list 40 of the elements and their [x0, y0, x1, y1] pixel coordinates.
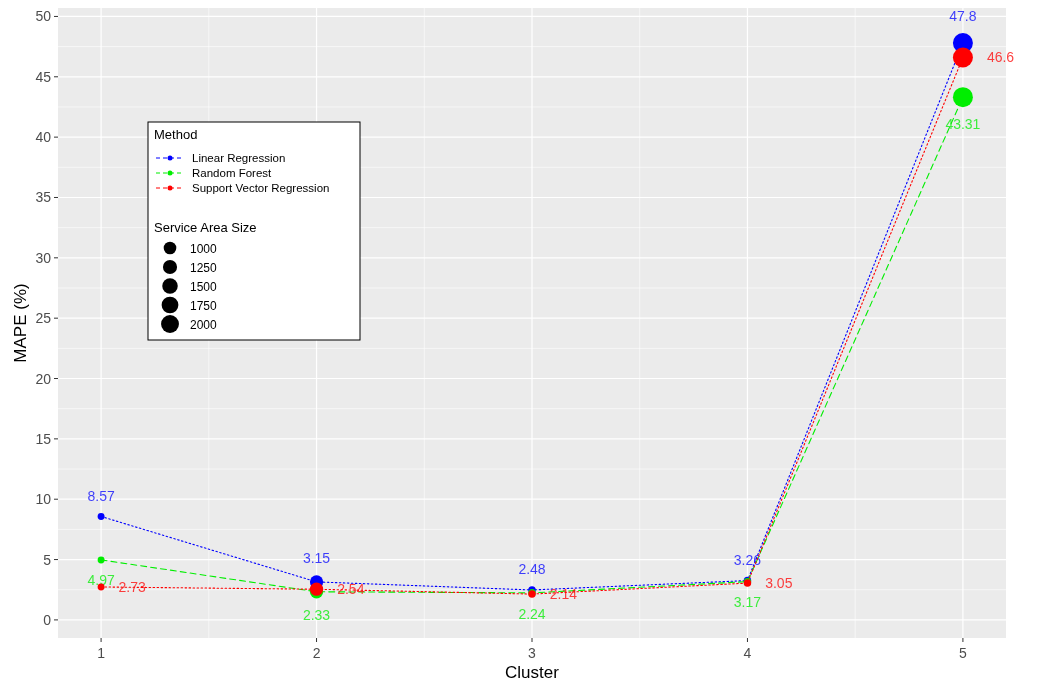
- y-tick-label: 25: [35, 310, 52, 327]
- data-label: 3.15: [302, 550, 331, 567]
- y-tick-label: 50: [35, 8, 52, 25]
- y-tick-label: 45: [35, 68, 52, 85]
- y-tick-label: 40: [35, 129, 52, 146]
- y-tick-label: 35: [35, 189, 52, 206]
- y-tick-label: 10: [35, 491, 52, 508]
- data-label: 2.48: [518, 561, 546, 578]
- x-tick-label: 1: [97, 645, 106, 661]
- legend-label: 1250: [190, 261, 218, 275]
- x-axis-title: Cluster: [505, 663, 560, 682]
- legend-label: 1000: [190, 242, 218, 256]
- data-label: 8.57: [87, 488, 115, 504]
- x-tick-label: 3: [528, 645, 537, 661]
- data-label: 2.73: [118, 578, 147, 595]
- legend-label: 1500: [190, 280, 218, 294]
- legend-label: Random Forest: [192, 167, 273, 179]
- y-tick-label: 30: [35, 249, 52, 266]
- data-label: 43.31: [945, 116, 981, 133]
- x-tick-label: 4: [743, 645, 752, 661]
- data-label: 47.8: [949, 8, 977, 24]
- y-axis-title: MAPE (%): [11, 283, 30, 363]
- data-label: 46.6: [986, 49, 1015, 66]
- legend-title: Method: [154, 127, 198, 142]
- legend-label: 1750: [190, 299, 218, 313]
- x-tick-label: 5: [959, 645, 968, 661]
- y-tick-label: 5: [43, 551, 52, 568]
- data-label: 3.17: [733, 594, 762, 611]
- data-label: 2.24: [518, 605, 546, 622]
- data-label: 2.33: [302, 607, 331, 624]
- y-tick-label: 20: [35, 370, 52, 387]
- legend-label: 2000: [190, 318, 218, 332]
- data-label: 3.05: [765, 575, 793, 592]
- legend-label: Linear Regression: [192, 152, 286, 164]
- data-label: 4.97: [87, 572, 115, 589]
- annotation: Service Area Size: [154, 220, 257, 235]
- x-tick-label: 2: [312, 645, 321, 661]
- legend-label: Support Vector Regression: [192, 182, 330, 194]
- y-tick-label: 15: [35, 430, 52, 447]
- y-tick-label: 0: [43, 611, 52, 628]
